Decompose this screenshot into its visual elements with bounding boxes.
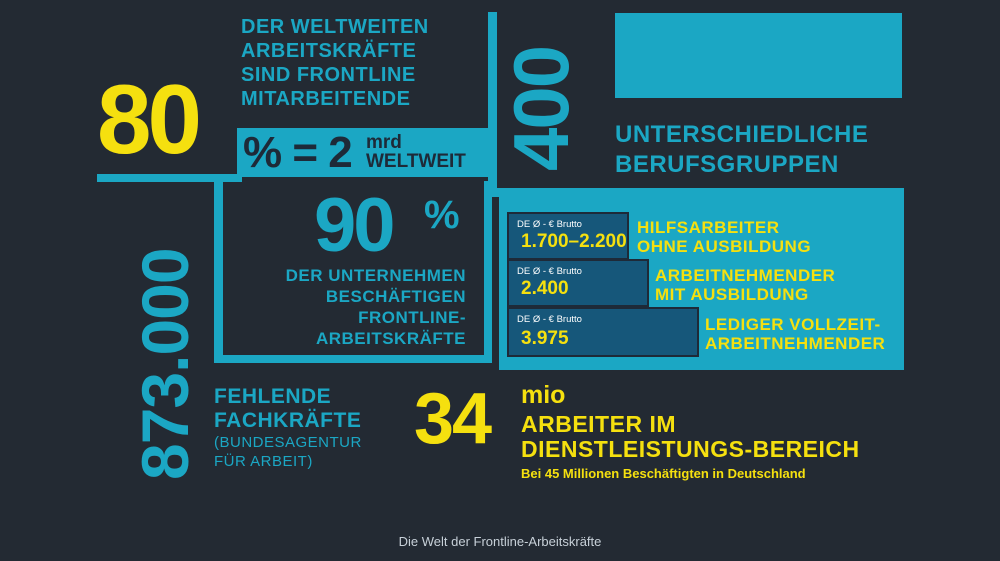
horizontal-divider-left [97, 174, 242, 182]
services-value: 34 [414, 379, 492, 459]
top-right-rect [615, 13, 902, 98]
professions-label: UNTERSCHIEDLICHE BERUFSGRUPPEN [615, 121, 869, 178]
shortage-source: (BUNDESAGENTUR FÜR ARBEIT) [214, 434, 362, 470]
salary-label-1: HILFSARBEITER OHNE AUSBILDUNG [637, 218, 812, 256]
salary-label-2: ARBEITNEHMENDER MIT AUSBILDUNG [655, 266, 836, 304]
services-label: ARBEITER IM DIENSTLEISTUNGS-BEREICH [521, 411, 860, 462]
companies-frame [214, 181, 492, 363]
frontline-unit-mrd: mrd [366, 132, 402, 153]
salary-value: 1.700–2.200 [521, 231, 627, 252]
salary-tag: DE Ø - € Brutto [517, 266, 582, 277]
frontline-percentage: 80 [97, 64, 202, 174]
salary-box-1: DE Ø - € Brutto 1.700–2.200 [507, 212, 629, 260]
salary-label-3: LEDIGER VOLLZEIT- ARBEITNEHMENDER [705, 315, 886, 353]
services-unit: mio [521, 381, 566, 409]
frontline-equation: % = 2 [243, 128, 353, 177]
companies-value: 90 [314, 183, 396, 268]
horizontal-divider-right [488, 188, 904, 197]
salary-box-2: DE Ø - € Brutto 2.400 [507, 259, 649, 307]
frontline-unit-weltweit: WELTWEIT [366, 151, 466, 172]
shortage-value: 873.000 [128, 248, 202, 480]
salary-box-3: DE Ø - € Brutto 3.975 [507, 307, 699, 357]
companies-percent-sign: % [424, 193, 460, 237]
vertical-divider [488, 12, 497, 196]
caption: Die Welt der Frontline-Arbeitskräfte [398, 534, 602, 549]
salary-tag: DE Ø - € Brutto [517, 219, 582, 230]
companies-label: DER UNTERNEHMEN BESCHÄFTIGEN FRONTLINE- … [285, 266, 466, 348]
professions-value: 400 [497, 46, 585, 171]
salary-value: 3.975 [521, 328, 569, 349]
shortage-label: FEHLENDE FACHKRÄFTE [214, 385, 362, 432]
salary-value: 2.400 [521, 278, 569, 299]
equation-band [237, 128, 497, 177]
frontline-label: DER WELTWEITEN ARBEITSKRÄFTE SIND FRONTL… [241, 16, 429, 110]
salary-tag: DE Ø - € Brutto [517, 314, 582, 325]
services-note: Bei 45 Millionen Beschäftigten in Deutsc… [521, 466, 806, 481]
